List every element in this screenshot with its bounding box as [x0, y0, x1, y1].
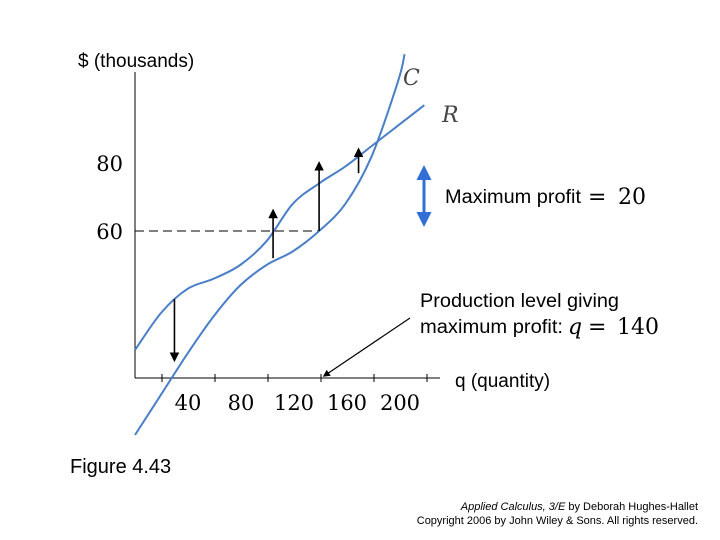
credit-copyright: Copyright 2006 by John Wiley & Sons. All…: [416, 515, 698, 527]
series-line-r: [134, 104, 425, 351]
series-label-c: C: [403, 66, 420, 91]
x-tick-label: 40: [175, 391, 202, 415]
figure-caption: Figure 4.43: [70, 456, 172, 478]
production-value: 140: [617, 315, 659, 340]
max-profit-eq: =: [588, 185, 606, 210]
y-axis-label: $ (thousands): [78, 51, 194, 72]
credit-book: Applied Calculus, 3/E: [460, 501, 566, 513]
production-var: q: [568, 315, 582, 340]
production-line1: Production level giving: [420, 291, 619, 312]
x-tick-label: 200: [380, 391, 420, 415]
x-tick-label: 80: [228, 391, 255, 415]
series-line-c: [134, 53, 406, 436]
max-profit-label: Maximum profit: [445, 187, 582, 208]
y-tick-label: 80: [96, 152, 123, 176]
production-eq: =: [588, 315, 606, 340]
production-pointer-arrow: [322, 317, 411, 377]
profit-arrows: [169, 147, 364, 363]
curves: [134, 53, 425, 436]
figure-credit: Applied Calculus, 3/E by Deborah Hughes-…: [417, 500, 698, 528]
x-tick-label: 120: [274, 391, 314, 415]
max-profit-value: 20: [618, 185, 646, 210]
credit-author: by Deborah Hughes-Hallet: [565, 501, 698, 513]
x-tick-label: 160: [327, 391, 367, 415]
production-line2: maximum profit:: [420, 317, 563, 338]
y-tick-label: 60: [96, 220, 123, 244]
x-axis-label: q (quantity): [455, 371, 550, 392]
series-label-r: R: [441, 103, 459, 128]
ticks: 40 80 120 160 200 60 80: [96, 152, 428, 415]
